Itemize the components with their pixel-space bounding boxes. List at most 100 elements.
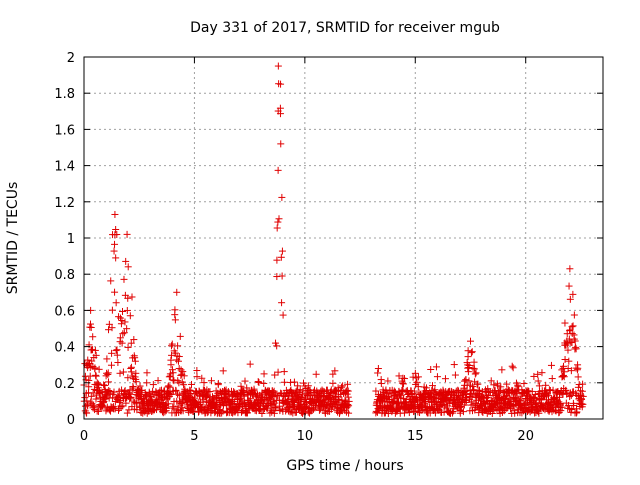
data-point [484,385,492,393]
axis-ticks: 00.20.40.60.811.21.41.61.820 5 10 15 20 [54,51,603,444]
data-point [102,395,110,403]
data-point [143,379,151,387]
data-point [413,378,421,386]
data-point [127,393,135,401]
data-point [560,368,568,376]
data-point [372,387,380,395]
data-point [123,325,131,333]
data-point [200,379,208,387]
data-point [116,369,124,377]
data-point [118,386,126,394]
data-point [92,395,100,403]
data-point [171,316,179,324]
data-point [498,366,506,374]
data-point [104,378,112,386]
data-point [207,377,215,385]
data-point [131,357,139,365]
data-point [557,407,565,415]
data-point [487,377,495,385]
data-point [578,387,586,395]
x-tick-label: 15 [407,429,424,444]
data-point [345,409,353,417]
data-point [122,257,130,265]
data-point [173,288,181,296]
data-point [569,290,577,298]
data-point [474,387,482,395]
data-point [168,340,176,348]
x-axis-label: GPS time / hours [286,458,403,474]
data-point [193,373,201,381]
data-point [108,349,116,357]
data-point [175,379,183,387]
data-point [414,373,422,381]
y-tick-label: 2 [67,51,75,66]
data-point [494,382,502,390]
data-point [471,370,479,378]
data-point [345,397,353,405]
y-tick-label: 1.8 [54,87,75,102]
data-point [417,406,425,414]
chart-title: Day 331 of 2017, SRMTID for receiver mgu… [190,20,500,36]
data-point [411,369,419,377]
data-point [274,166,282,174]
data-point [410,387,418,395]
data-point [198,374,206,382]
data-point [414,408,422,416]
data-point [568,406,576,414]
data-point [122,399,130,407]
data-point [278,193,286,201]
data-point [112,299,120,307]
data-point [290,378,298,386]
data-point [464,347,472,355]
data-point [545,386,553,394]
data-point [119,368,127,376]
data-points [80,62,587,418]
data-point [488,409,496,417]
data-point [277,140,285,148]
data-point [246,360,254,368]
data-point [384,377,392,385]
data-point [131,354,139,362]
data-point [95,365,103,373]
data-point [273,273,281,281]
data-point [118,339,126,347]
data-point [124,343,132,351]
data-point [377,402,385,410]
data-point [127,363,135,371]
data-point [467,398,475,406]
data-point [384,410,392,418]
data-point [108,306,116,314]
data-point [85,383,93,391]
data-point [214,379,222,387]
data-point [120,329,128,337]
data-point [89,401,97,409]
data-point [107,361,115,369]
data-point [108,324,116,332]
data-point [284,395,292,403]
data-point [468,393,476,401]
data-point [271,371,279,379]
data-point [126,312,134,320]
data-point [569,322,577,330]
data-point [509,364,517,372]
data-point [86,320,94,328]
data-point [274,218,282,226]
data-point [543,390,551,398]
data-point [136,382,144,390]
data-point [260,370,268,378]
data-point [172,387,180,395]
data-point [574,373,582,381]
data-point [167,361,175,369]
data-point [459,408,467,416]
data-point [276,110,284,118]
data-point [565,357,573,365]
data-point [568,329,576,337]
data-point [561,319,569,327]
data-point [255,378,263,386]
data-point [161,408,169,416]
data-point [559,371,567,379]
data-point [260,379,268,387]
data-point [129,382,137,390]
data-point [579,392,587,400]
data-point [220,401,228,409]
